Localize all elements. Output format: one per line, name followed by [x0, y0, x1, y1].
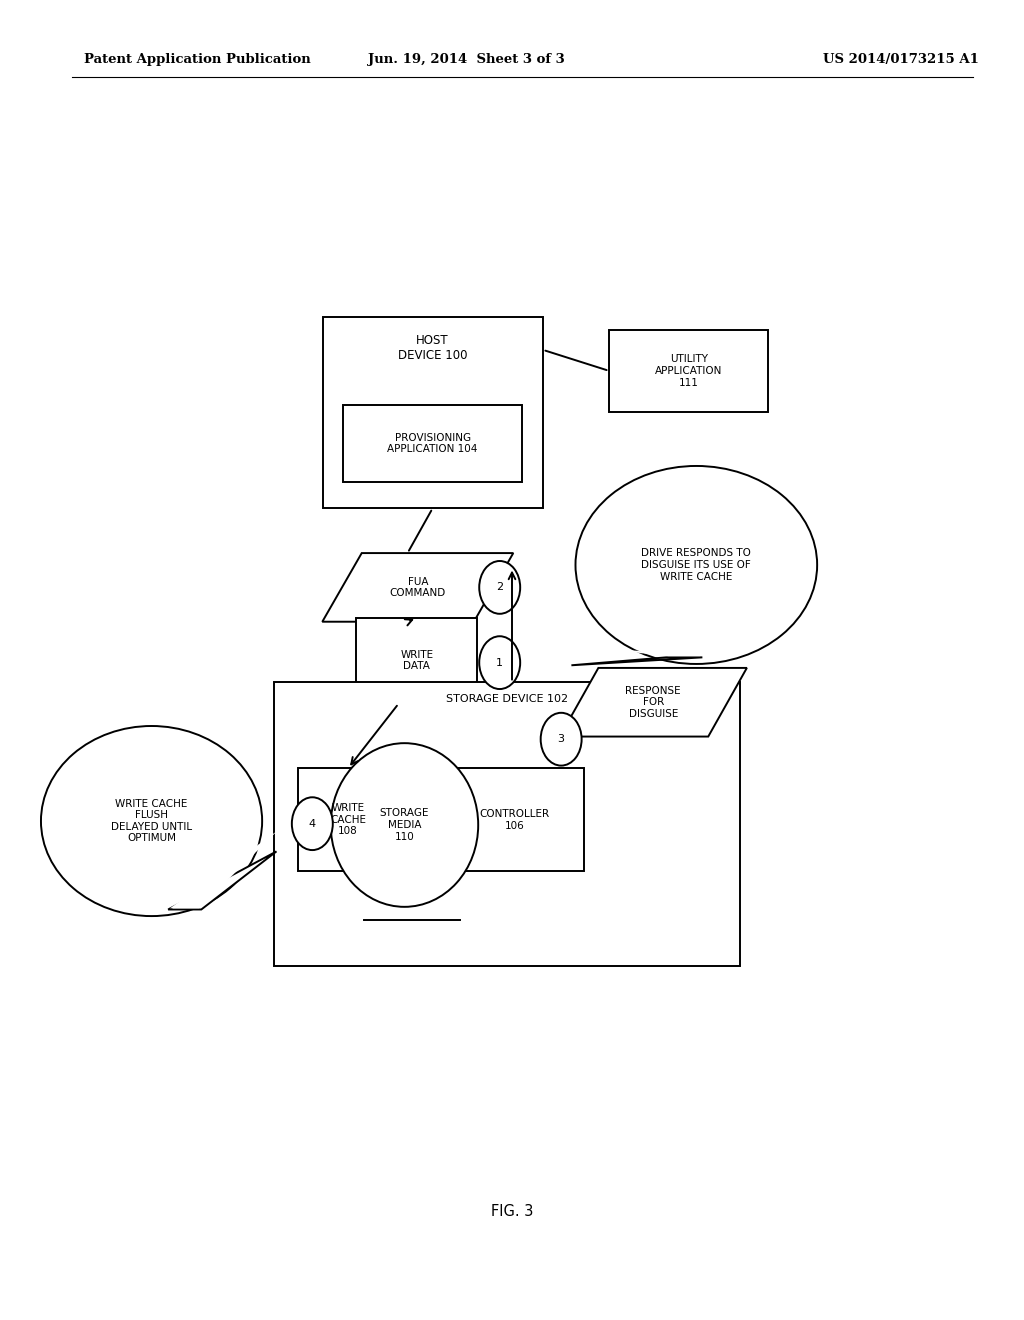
Bar: [343, 405, 522, 482]
Ellipse shape: [331, 743, 478, 907]
Polygon shape: [571, 645, 700, 656]
Polygon shape: [168, 851, 276, 909]
Text: 4: 4: [309, 818, 315, 829]
Text: DRIVE RESPONDS TO
DISGUISE ITS USE OF
WRITE CACHE: DRIVE RESPONDS TO DISGUISE ITS USE OF WR…: [641, 548, 752, 582]
Polygon shape: [323, 553, 513, 622]
Text: Patent Application Publication: Patent Application Publication: [84, 53, 310, 66]
Text: HOST
DEVICE 100: HOST DEVICE 100: [398, 334, 467, 362]
Text: STORAGE DEVICE 102: STORAGE DEVICE 102: [446, 694, 568, 705]
Text: US 2014/0173215 A1: US 2014/0173215 A1: [823, 53, 979, 66]
Text: WRITE
CACHE
108: WRITE CACHE 108: [330, 803, 367, 837]
Text: 3: 3: [558, 734, 564, 744]
Circle shape: [479, 561, 520, 614]
Polygon shape: [560, 668, 746, 737]
Text: 1: 1: [497, 657, 503, 668]
Text: STORAGE
MEDIA
110: STORAGE MEDIA 110: [380, 808, 429, 842]
Text: WRITE
DATA: WRITE DATA: [400, 649, 433, 672]
Text: CONTROLLER
106: CONTROLLER 106: [479, 809, 550, 830]
Bar: [356, 618, 477, 704]
Text: 2: 2: [497, 582, 503, 593]
Polygon shape: [571, 657, 702, 665]
Bar: [298, 768, 398, 871]
Text: UTILITY
APPLICATION
111: UTILITY APPLICATION 111: [655, 354, 722, 388]
Circle shape: [541, 713, 582, 766]
Bar: [609, 330, 768, 412]
Text: Jun. 19, 2014  Sheet 3 of 3: Jun. 19, 2014 Sheet 3 of 3: [368, 53, 564, 66]
Ellipse shape: [41, 726, 262, 916]
Circle shape: [479, 636, 520, 689]
Text: FUA
COMMAND: FUA COMMAND: [390, 577, 445, 598]
Polygon shape: [170, 832, 276, 908]
Text: WRITE CACHE
FLUSH
DELAYED UNTIL
OPTIMUM: WRITE CACHE FLUSH DELAYED UNTIL OPTIMUM: [111, 799, 193, 843]
Bar: [323, 317, 543, 508]
Circle shape: [292, 797, 333, 850]
Bar: [445, 768, 584, 871]
Ellipse shape: [575, 466, 817, 664]
Bar: [274, 682, 740, 966]
Text: RESPONSE
FOR
DISGUISE: RESPONSE FOR DISGUISE: [626, 685, 681, 719]
Text: PROVISIONING
APPLICATION 104: PROVISIONING APPLICATION 104: [387, 433, 478, 454]
Text: FIG. 3: FIG. 3: [490, 1204, 534, 1220]
